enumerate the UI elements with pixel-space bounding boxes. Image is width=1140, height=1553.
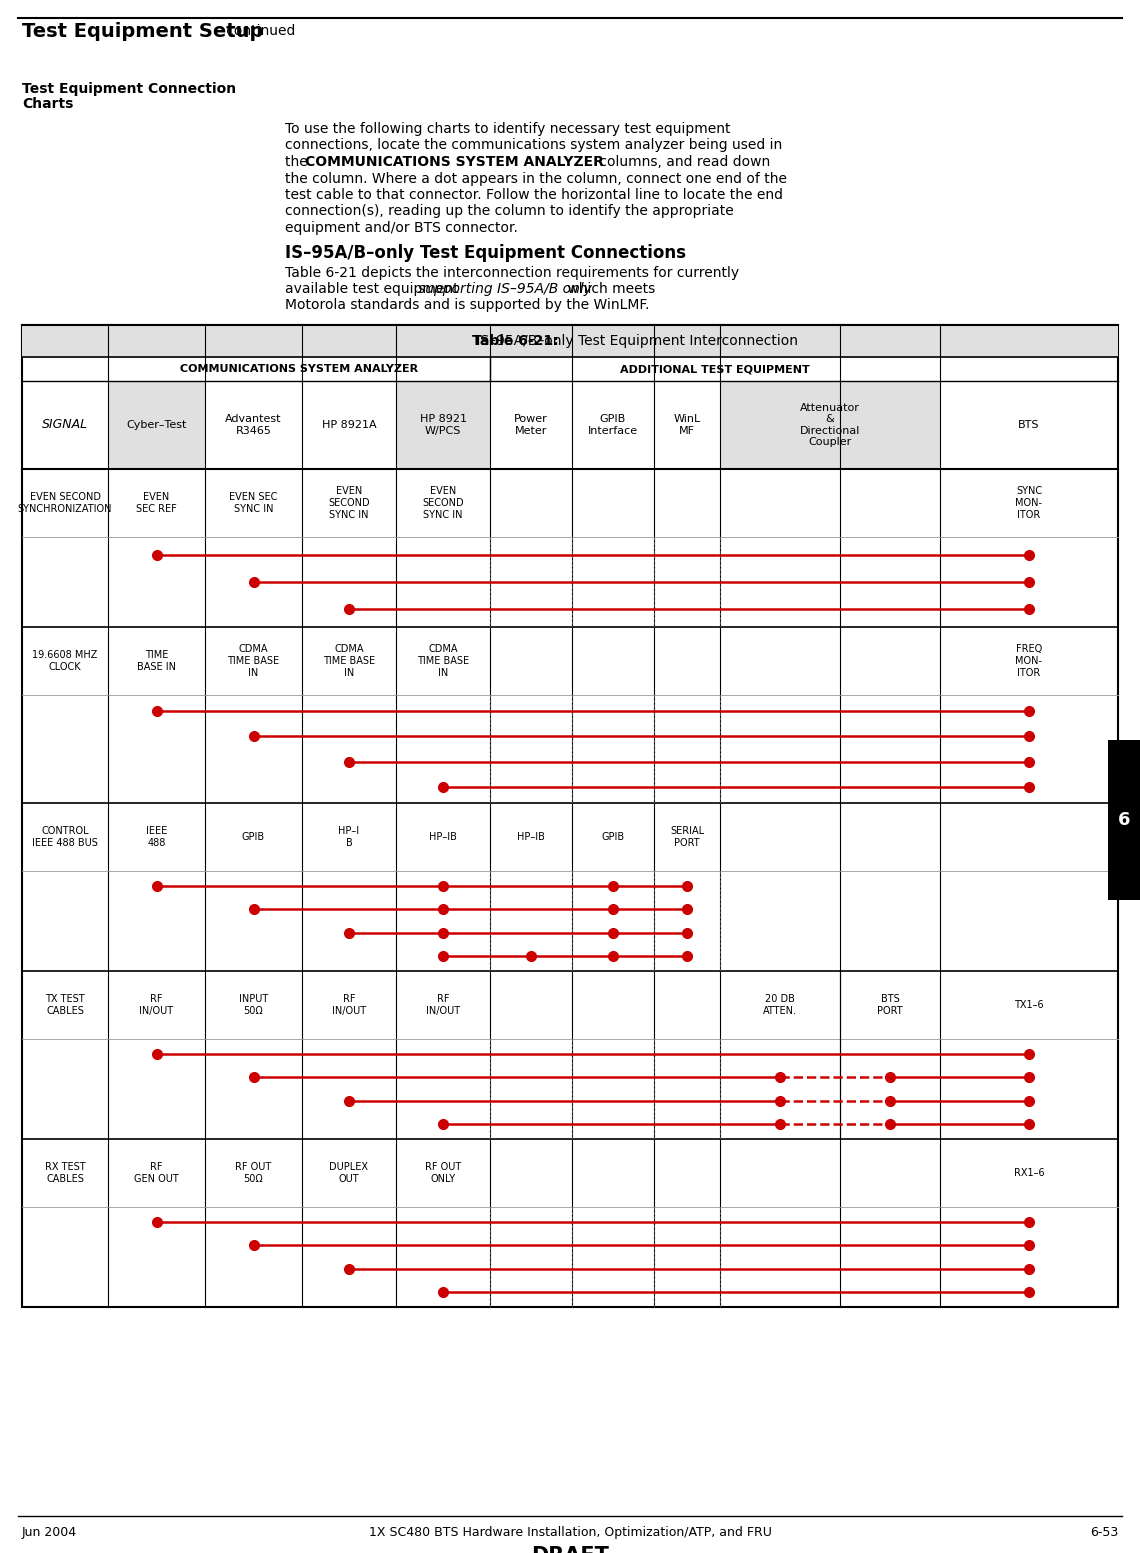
Text: which meets: which meets: [563, 283, 655, 297]
Text: 19.6608 MHZ
CLOCK: 19.6608 MHZ CLOCK: [32, 651, 98, 672]
Text: Table 6-21:: Table 6-21:: [472, 334, 559, 348]
Text: SIGNAL: SIGNAL: [42, 418, 88, 432]
Text: 1X SC480 BTS Hardware Installation, Optimization/ATP, and FRU: 1X SC480 BTS Hardware Installation, Opti…: [368, 1527, 772, 1539]
Text: Cyber–Test: Cyber–Test: [127, 419, 187, 430]
Text: FREQ
MON-
ITOR: FREQ MON- ITOR: [1016, 644, 1042, 677]
Text: 20 DB
ATTEN.: 20 DB ATTEN.: [763, 994, 797, 1016]
Text: SERIAL
PORT: SERIAL PORT: [670, 826, 705, 848]
Text: EVEN
SEC REF: EVEN SEC REF: [136, 492, 177, 514]
Text: COMMUNICATIONS SYSTEM ANALYZER: COMMUNICATIONS SYSTEM ANALYZER: [306, 155, 604, 169]
Text: HP–I
B: HP–I B: [339, 826, 359, 848]
Text: TX TEST
CABLES: TX TEST CABLES: [46, 994, 84, 1016]
Bar: [22, 325, 1118, 357]
Text: connection(s), reading up the column to identify the appropriate: connection(s), reading up the column to …: [285, 205, 734, 219]
Text: Advantest
R3465: Advantest R3465: [226, 415, 282, 436]
Text: RF
IN/OUT: RF IN/OUT: [426, 994, 461, 1016]
Text: To use the following charts to identify necessary test equipment: To use the following charts to identify …: [285, 123, 731, 137]
Text: Test Equipment Connection: Test Equipment Connection: [22, 82, 236, 96]
Text: TX1–6: TX1–6: [1015, 1000, 1044, 1009]
Text: 6-53: 6-53: [1090, 1527, 1118, 1539]
Text: CDMA
TIME BASE
IN: CDMA TIME BASE IN: [417, 644, 469, 677]
Text: EVEN
SECOND
SYNC IN: EVEN SECOND SYNC IN: [422, 486, 464, 520]
Text: SYNC
MON-
ITOR: SYNC MON- ITOR: [1016, 486, 1042, 520]
Bar: [396, 380, 490, 469]
Bar: [22, 325, 1118, 1308]
Bar: [108, 380, 205, 469]
Text: Test Equipment Setup: Test Equipment Setup: [22, 22, 263, 40]
Text: GPIB: GPIB: [602, 832, 625, 842]
Text: HP–IB: HP–IB: [518, 832, 545, 842]
Text: CDMA
TIME BASE
IN: CDMA TIME BASE IN: [228, 644, 279, 677]
Text: RF OUT
ONLY: RF OUT ONLY: [425, 1162, 461, 1183]
Text: HP 8921A: HP 8921A: [321, 419, 376, 430]
Text: ADDITIONAL TEST EQUIPMENT: ADDITIONAL TEST EQUIPMENT: [620, 363, 809, 374]
Text: Table 6-21 depicts the interconnection requirements for currently: Table 6-21 depicts the interconnection r…: [285, 266, 739, 280]
Text: RF
IN/OUT: RF IN/OUT: [332, 994, 366, 1016]
Text: CONTROL
IEEE 488 BUS: CONTROL IEEE 488 BUS: [32, 826, 98, 848]
Text: IEEE
488: IEEE 488: [146, 826, 168, 848]
Text: supporting IS–95A/B only: supporting IS–95A/B only: [418, 283, 592, 297]
Text: DRAFT: DRAFT: [531, 1545, 609, 1553]
Text: Power
Meter: Power Meter: [514, 415, 548, 436]
Text: INPUT
50Ω: INPUT 50Ω: [239, 994, 268, 1016]
Text: EVEN
SECOND
SYNC IN: EVEN SECOND SYNC IN: [328, 486, 369, 520]
Text: DUPLEX
OUT: DUPLEX OUT: [329, 1162, 368, 1183]
Text: equipment and/or BTS connector.: equipment and/or BTS connector.: [285, 221, 518, 235]
Text: GPIB: GPIB: [242, 832, 266, 842]
Text: HP–IB: HP–IB: [429, 832, 457, 842]
Text: IS–95A/B–only Test Equipment Connections: IS–95A/B–only Test Equipment Connections: [285, 244, 686, 261]
Text: Charts: Charts: [22, 96, 73, 110]
Text: – continued: – continued: [215, 23, 295, 37]
Text: TIME
BASE IN: TIME BASE IN: [137, 651, 176, 672]
Text: the column. Where a dot appears in the column, connect one end of the: the column. Where a dot appears in the c…: [285, 171, 787, 185]
Text: available test equipment: available test equipment: [285, 283, 463, 297]
Text: test cable to that connector. Follow the horizontal line to locate the end: test cable to that connector. Follow the…: [285, 188, 783, 202]
Text: BTS
PORT: BTS PORT: [877, 994, 903, 1016]
Text: GPIB
Interface: GPIB Interface: [588, 415, 638, 436]
Text: RF
IN/OUT: RF IN/OUT: [139, 994, 173, 1016]
Text: IS–95A/B–only Test Equipment Interconnection: IS–95A/B–only Test Equipment Interconnec…: [472, 334, 798, 348]
Text: the: the: [285, 155, 312, 169]
Text: RF
GEN OUT: RF GEN OUT: [135, 1162, 179, 1183]
Text: BTS: BTS: [1018, 419, 1040, 430]
Text: Jun 2004: Jun 2004: [22, 1527, 78, 1539]
Text: RF OUT
50Ω: RF OUT 50Ω: [235, 1162, 271, 1183]
Text: Motorola standards and is supported by the WinLMF.: Motorola standards and is supported by t…: [285, 298, 650, 312]
Text: columns, and read down: columns, and read down: [595, 155, 771, 169]
Text: WinL
MF: WinL MF: [674, 415, 701, 436]
Text: 6: 6: [1117, 811, 1130, 829]
Text: EVEN SECOND
SYNCHRONIZATION: EVEN SECOND SYNCHRONIZATION: [18, 492, 112, 514]
Text: RX TEST
CABLES: RX TEST CABLES: [44, 1162, 86, 1183]
Text: HP 8921
W/PCS: HP 8921 W/PCS: [420, 415, 466, 436]
Text: COMMUNICATIONS SYSTEM ANALYZER: COMMUNICATIONS SYSTEM ANALYZER: [180, 363, 418, 374]
Text: CDMA
TIME BASE
IN: CDMA TIME BASE IN: [323, 644, 375, 677]
Text: connections, locate the communications system analyzer being used in: connections, locate the communications s…: [285, 138, 782, 152]
Text: Attenuator
&
Directional
Coupler: Attenuator & Directional Coupler: [800, 402, 861, 447]
Bar: [1108, 739, 1140, 901]
Text: RX1–6: RX1–6: [1013, 1168, 1044, 1179]
Text: EVEN SEC
SYNC IN: EVEN SEC SYNC IN: [229, 492, 278, 514]
Bar: [720, 380, 940, 469]
